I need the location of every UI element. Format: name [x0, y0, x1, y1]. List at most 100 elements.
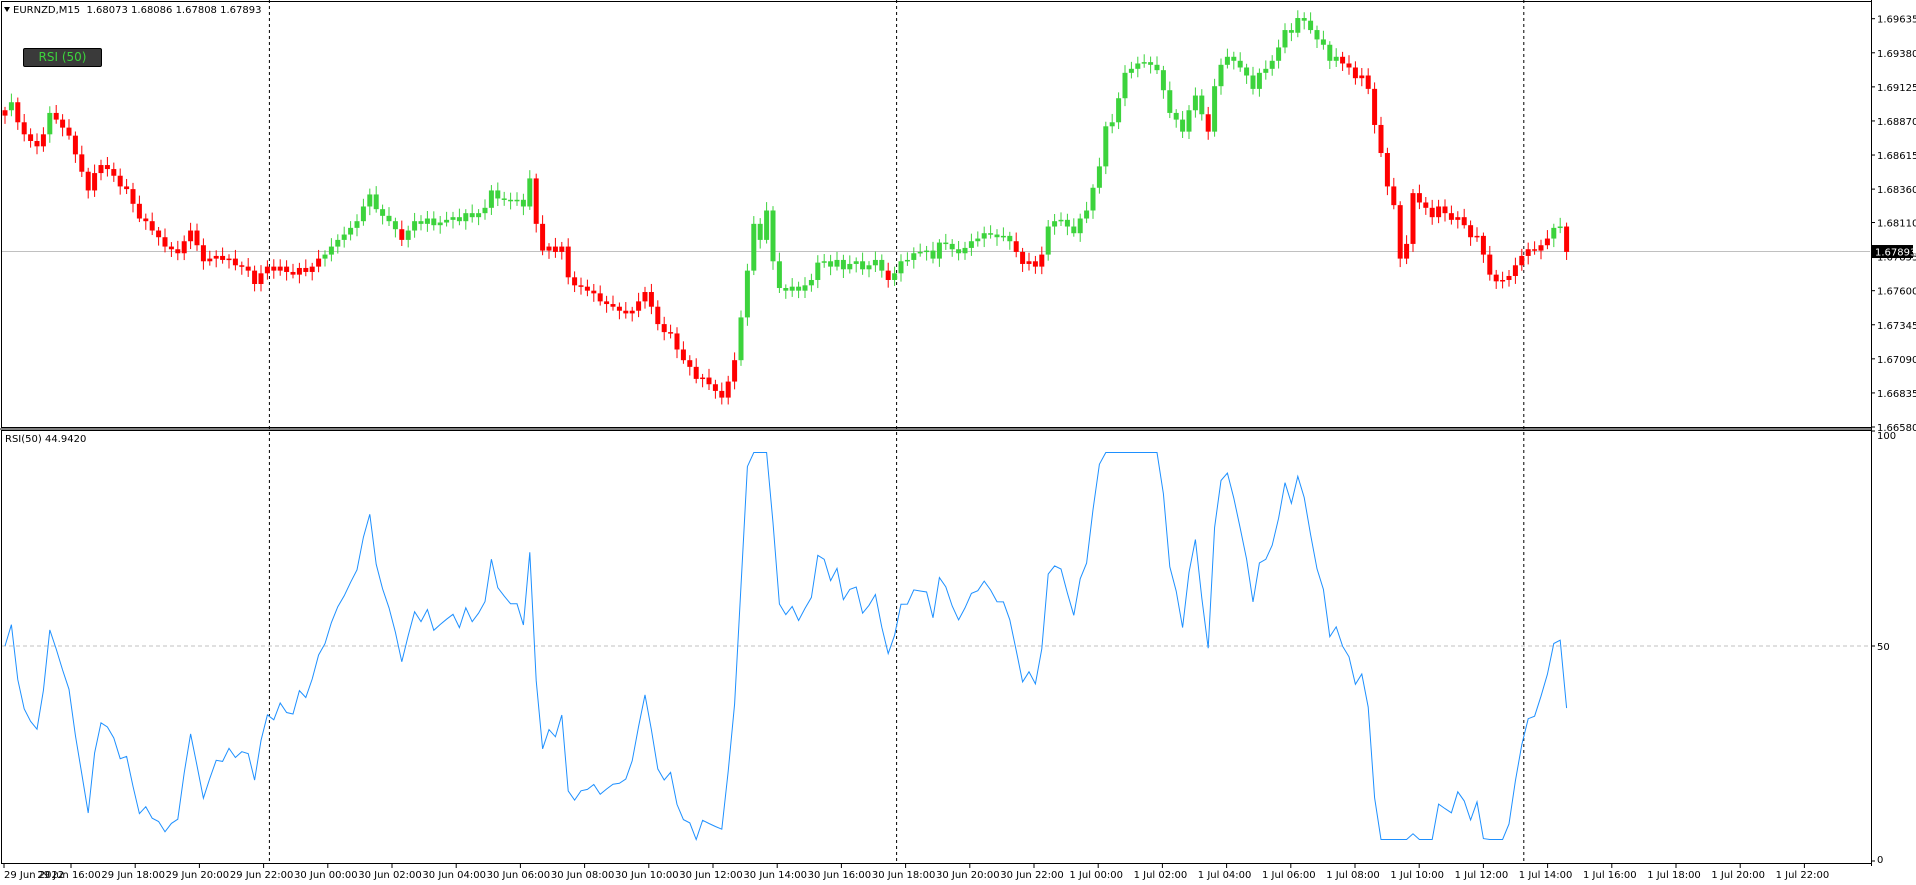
price-tick-label: 1.66580: [1877, 423, 1916, 434]
candle-body: [322, 254, 328, 259]
candle-body: [1288, 30, 1294, 33]
candle-body: [936, 242, 942, 259]
candle-body: [1167, 90, 1173, 113]
candle-body: [380, 209, 386, 216]
candle-body: [431, 218, 437, 226]
candle-body: [1064, 219, 1070, 227]
candle-body: [1205, 114, 1211, 132]
triangle-down-icon[interactable]: [4, 7, 10, 12]
candle-body: [1340, 56, 1346, 64]
time-tick-label: 30 Jun 06:00: [487, 870, 551, 881]
candle-body: [1199, 95, 1205, 115]
candle-body: [1500, 279, 1506, 282]
candle-body: [98, 165, 104, 174]
candle-body: [1512, 265, 1518, 276]
candle-body: [975, 238, 981, 242]
candle-body: [181, 241, 187, 254]
candle-body: [482, 207, 488, 214]
candle-body: [405, 230, 411, 240]
candle-body: [1020, 251, 1026, 264]
candle-body: [418, 221, 424, 224]
candle-body: [770, 210, 776, 262]
candle-body: [1295, 18, 1301, 33]
candle-body: [1039, 254, 1045, 267]
candle-body: [808, 279, 814, 286]
candle-body: [949, 243, 955, 250]
candle-body: [828, 261, 834, 267]
candle-body: [476, 213, 482, 218]
candle-body: [783, 288, 789, 291]
candle-body: [1096, 166, 1102, 188]
candle-body: [72, 135, 78, 155]
candle-body: [712, 384, 718, 391]
candle-body: [1506, 275, 1512, 280]
candle-body: [565, 246, 571, 278]
price-tick-label: 1.67345: [1877, 321, 1916, 332]
candle-body: [1180, 119, 1186, 132]
candle-body: [1013, 241, 1019, 252]
price-tick-label: 1.67090: [1877, 355, 1916, 366]
candle-body: [1564, 226, 1570, 252]
candle-body: [258, 273, 264, 284]
candle-body: [1327, 44, 1333, 61]
time-tick-label: 1 Jul 14:00: [1519, 870, 1573, 881]
candle-body: [444, 219, 450, 223]
candle-body: [1397, 205, 1403, 259]
candle-body: [776, 261, 782, 289]
candle-body: [200, 245, 206, 262]
candle-body: [1250, 75, 1256, 89]
candle-body: [572, 277, 578, 286]
candle-body: [860, 261, 866, 270]
candle-body: [66, 127, 72, 136]
candle-body: [1493, 274, 1499, 282]
time-tick-label: 1 Jul 06:00: [1262, 870, 1316, 881]
time-tick-label: 30 Jun 18:00: [872, 870, 936, 881]
candle-body: [21, 122, 27, 135]
candle-body: [1032, 261, 1038, 267]
candle-body: [597, 293, 603, 302]
candle-body: [92, 173, 98, 191]
candle-body: [303, 267, 309, 272]
candle-body: [527, 178, 533, 207]
candle-body: [1269, 60, 1275, 69]
time-tick-label: 30 Jun 00:00: [294, 870, 358, 881]
candle-body: [1487, 254, 1493, 275]
candle-body: [1429, 207, 1435, 218]
candle-body: [1416, 193, 1422, 203]
candle-body: [840, 259, 846, 270]
candle-body: [1551, 227, 1557, 239]
candle-body: [2, 110, 8, 116]
candle-body: [1148, 62, 1154, 65]
candle-body: [495, 190, 501, 199]
candle-body: [104, 165, 110, 170]
candle-body: [290, 271, 296, 275]
price-tick-label: 1.68110: [1877, 219, 1916, 230]
candle-body: [872, 259, 878, 266]
candle-body: [1237, 60, 1243, 68]
price-tick-label: 1.67600: [1877, 287, 1916, 298]
candle-body: [143, 218, 149, 222]
candle-body: [623, 310, 629, 314]
candle-body: [226, 258, 232, 261]
candle-body: [1436, 206, 1442, 218]
rsi-button[interactable]: RSI (50): [23, 48, 102, 67]
candle-body: [1154, 64, 1160, 71]
candlestick-series: [2, 10, 1570, 405]
price-axis-labels[interactable]: 1.69635 1.69380 1.69125 1.68870 1.68615 1.683…: [1871, 15, 1916, 434]
rsi-tick-label: 100: [1877, 431, 1896, 442]
candle-body: [232, 258, 238, 266]
candle-body: [328, 246, 334, 255]
candle-body: [15, 102, 21, 123]
candle-body: [744, 270, 750, 318]
candle-body: [1160, 70, 1166, 91]
rsi-tick-label: 50: [1877, 642, 1890, 653]
candle-body: [456, 217, 462, 222]
candle-body: [437, 222, 443, 226]
candle-body: [1128, 68, 1134, 73]
time-tick-label: 29 Jun 16:00: [37, 870, 101, 881]
candle-body: [1263, 68, 1269, 73]
candle-body: [335, 239, 341, 247]
candle-body: [546, 246, 552, 251]
